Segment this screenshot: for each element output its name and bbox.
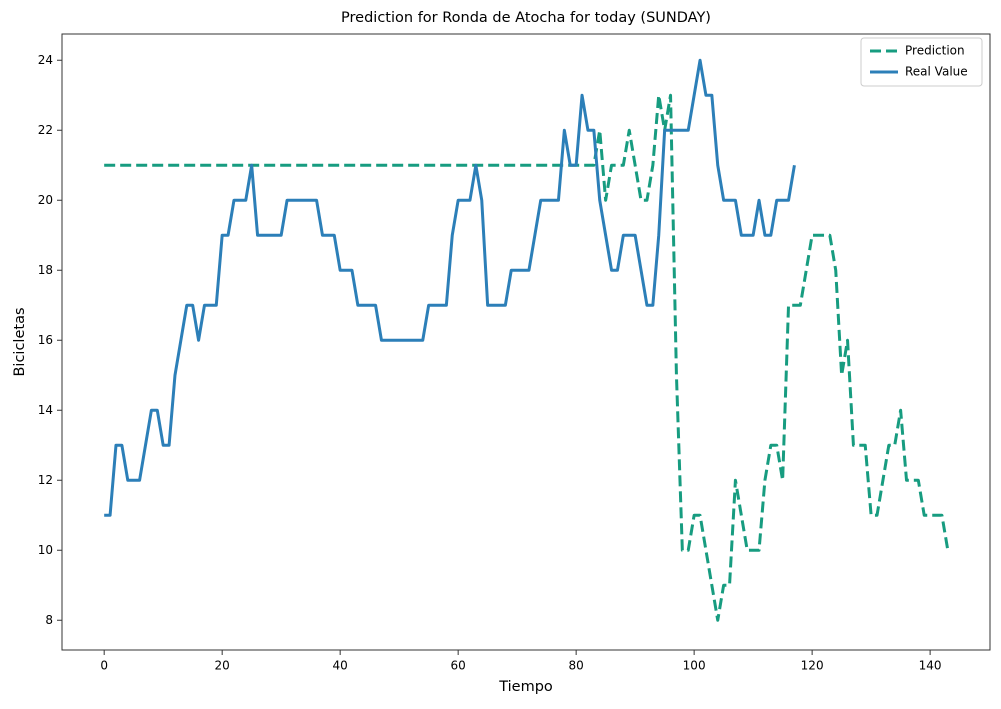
x-tick-label: 140 [919,659,942,673]
x-tick-label: 40 [333,659,348,673]
x-tick-label: 20 [215,659,230,673]
series-line [104,93,950,622]
plot-frame [61,33,991,651]
y-axis-label: Bicicletas [12,307,28,376]
series-line [104,58,796,517]
y-tick-label: 24 [38,53,53,67]
x-tick-label: 120 [801,659,824,673]
y-tick-label: 18 [38,263,53,277]
y-tick-label: 10 [38,543,53,557]
y-tick-label: 20 [38,193,53,207]
y-tick-label: 16 [38,333,53,347]
y-tick-label: 14 [38,403,53,417]
legend-label: Real Value [905,65,968,79]
y-tick-label: 22 [38,123,53,137]
x-tick-label: 80 [569,659,584,673]
x-tick-label: 0 [100,659,108,673]
x-axis-label: Tiempo [498,679,553,695]
y-tick-label: 8 [45,613,53,627]
x-tick-label: 60 [451,659,466,673]
x-tick-label: 100 [683,659,706,673]
legend-label: Prediction [905,44,965,58]
y-tick-label: 12 [38,473,53,487]
chart-title: Prediction for Ronda de Atocha for today… [341,10,711,26]
